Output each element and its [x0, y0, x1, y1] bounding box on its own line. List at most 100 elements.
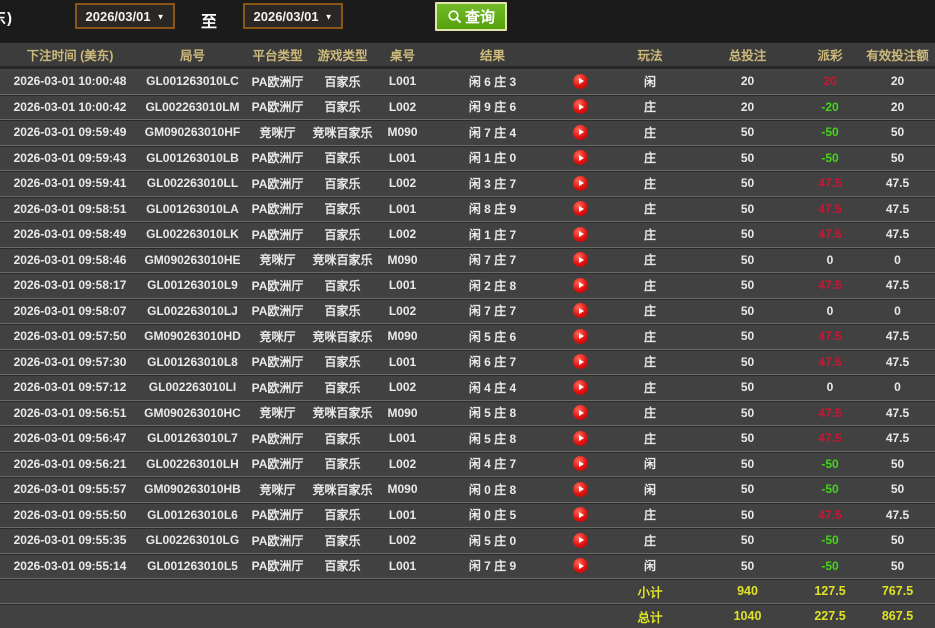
play-circle-icon[interactable] — [572, 99, 588, 115]
date-to-select[interactable]: 2026/03/01 ▼ — [243, 3, 343, 29]
play-circle-icon[interactable] — [572, 532, 588, 548]
table-number-cell: L002 — [388, 303, 417, 318]
round-id-cell: GM090263010HB — [144, 482, 241, 497]
platform-type-cell: 竞咪厅 — [259, 329, 296, 344]
play-type-cell: 庄 — [643, 355, 656, 370]
result-cell: 闲 5 庄 0 — [468, 533, 517, 548]
game-type-cell: 百家乐 — [324, 151, 361, 166]
play-circle-icon[interactable] — [572, 430, 588, 446]
replay-cell — [555, 146, 605, 171]
game-type-cell: 竞咪百家乐 — [312, 482, 373, 497]
total-spacer — [0, 604, 605, 628]
table-number-cell: M090 — [387, 252, 418, 267]
bet-time-cell: 2026-03-01 09:55:50 — [13, 507, 127, 522]
table-number-cell: L001 — [388, 431, 417, 446]
total-bet-cell: 50 — [740, 354, 755, 369]
play-triangle — [578, 231, 584, 238]
play-triangle — [578, 78, 584, 85]
payout-cell: -50 — [821, 533, 839, 548]
play-circle-icon[interactable] — [572, 303, 588, 319]
total-bet-cell: 50 — [740, 456, 755, 471]
play-type-cell: 庄 — [643, 227, 656, 242]
total-bet-cell: 50 — [740, 380, 755, 395]
play-circle-icon[interactable] — [572, 558, 588, 574]
table-number-cell: L002 — [388, 227, 417, 242]
play-circle-icon[interactable] — [572, 354, 588, 370]
header-result: 结果 — [479, 49, 505, 63]
play-circle-icon[interactable] — [572, 456, 588, 472]
total-bet-cell: 50 — [740, 329, 755, 344]
total-total-bet: 1040 — [733, 609, 762, 623]
header-game-type: 游戏类型 — [317, 49, 368, 63]
play-type-cell: 庄 — [643, 100, 656, 115]
query-button[interactable]: 查询 — [435, 2, 507, 31]
result-cell: 闲 6 庄 7 — [468, 355, 517, 370]
play-circle-icon[interactable] — [572, 328, 588, 344]
play-triangle — [578, 103, 584, 110]
total-bet-cell: 50 — [740, 278, 755, 293]
replay-cell — [555, 426, 605, 451]
subtotal-payout: 127.5 — [814, 584, 846, 598]
replay-cell — [555, 324, 605, 349]
play-circle-icon[interactable] — [572, 175, 588, 191]
bet-time-cell: 2026-03-01 09:57:50 — [13, 329, 127, 344]
replay-cell — [555, 299, 605, 324]
platform-type-cell: PA欧洲厅 — [251, 380, 304, 395]
play-circle-icon[interactable] — [572, 124, 588, 140]
table-row: 2026-03-01 09:58:46 GM090263010HE 竞咪厅 竞咪百家乐… — [0, 246, 935, 272]
round-id-cell: GL001263010L6 — [147, 507, 238, 522]
table-row: 2026-03-01 09:55:14 GL001263010L5 PA欧洲厅 百家乐… — [0, 552, 935, 578]
replay-cell — [555, 477, 605, 502]
round-id-cell: GL001263010LB — [146, 150, 239, 165]
play-circle-icon[interactable] — [572, 481, 588, 497]
platform-type-cell: 竞咪厅 — [259, 125, 296, 140]
total-bet-cell: 50 — [740, 252, 755, 267]
payout-cell: -50 — [821, 456, 839, 471]
total-payout: 227.5 — [814, 609, 846, 623]
play-triangle — [578, 180, 584, 187]
table-number-cell: L002 — [388, 380, 417, 395]
play-type-cell: 庄 — [643, 406, 656, 421]
total-bet-cell: 50 — [740, 533, 755, 548]
play-circle-icon[interactable] — [572, 507, 588, 523]
play-type-cell: 庄 — [643, 253, 656, 268]
total-label: 总计 — [637, 610, 663, 625]
total-valid-bet: 867.5 — [881, 609, 914, 623]
platform-type-cell: PA欧洲厅 — [251, 227, 304, 242]
game-type-cell: 竞咪百家乐 — [312, 253, 373, 268]
total-bet-cell: 50 — [740, 405, 755, 420]
table-body: 2026-03-01 10:00:48 GL001263010LC PA欧洲厅 百家乐… — [0, 68, 935, 578]
valid-bet-cell: 50 — [890, 125, 905, 140]
table-row: 2026-03-01 09:56:47 GL001263010L7 PA欧洲厅 百家乐… — [0, 425, 935, 451]
play-circle-icon[interactable] — [572, 73, 588, 89]
valid-bet-cell: 0 — [894, 380, 901, 395]
play-circle-icon[interactable] — [572, 201, 588, 217]
result-cell: 闲 5 庄 8 — [468, 431, 517, 446]
platform-type-cell: PA欧洲厅 — [251, 508, 304, 523]
round-id-cell: GL002263010LI — [148, 380, 237, 395]
caret-down-icon: ▼ — [324, 12, 333, 21]
game-type-cell: 百家乐 — [324, 431, 361, 446]
play-circle-icon[interactable] — [572, 150, 588, 166]
round-id-cell: GL001263010L8 — [147, 354, 238, 369]
play-type-cell: 庄 — [643, 176, 656, 191]
result-cell: 闲 4 庄 4 — [468, 380, 517, 395]
result-cell: 闲 7 庄 9 — [468, 559, 517, 574]
valid-bet-cell: 0 — [894, 252, 901, 267]
play-circle-icon[interactable] — [572, 226, 588, 242]
result-cell: 闲 8 庄 9 — [468, 202, 517, 217]
result-cell: 闲 1 庄 7 — [468, 227, 517, 242]
play-circle-icon[interactable] — [572, 405, 588, 421]
play-type-cell: 庄 — [643, 278, 656, 293]
platform-type-cell: PA欧洲厅 — [251, 202, 304, 217]
date-to-value: 2026/03/01 — [253, 8, 319, 24]
play-circle-icon[interactable] — [572, 252, 588, 268]
result-cell: 闲 7 庄 4 — [468, 125, 517, 140]
play-circle-icon[interactable] — [572, 379, 588, 395]
date-from-select[interactable]: 2026/03/01 ▼ — [75, 3, 175, 29]
payout-cell: 47.5 — [818, 405, 842, 420]
play-circle-icon[interactable] — [572, 277, 588, 293]
platform-type-cell: PA欧洲厅 — [251, 151, 304, 166]
play-triangle — [578, 537, 584, 544]
result-cell: 闲 0 庄 5 — [468, 508, 517, 523]
